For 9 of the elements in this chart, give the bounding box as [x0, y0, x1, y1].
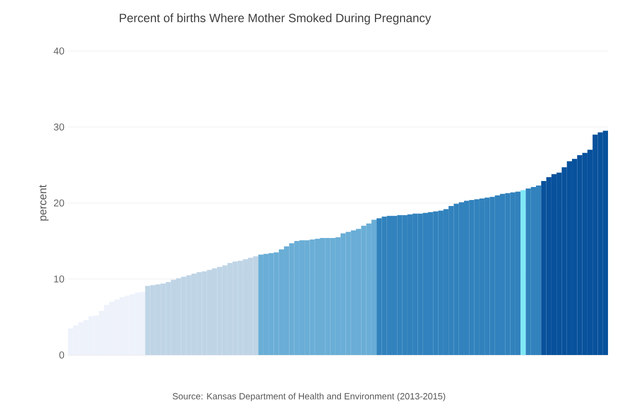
y-tick-label: 0 [59, 351, 64, 359]
y-tick-label: 30 [54, 123, 64, 131]
y-axis-title: percent [39, 184, 49, 221]
bar [520, 190, 526, 355]
y-tick-label: 20 [54, 199, 64, 207]
y-tick-label: 10 [54, 275, 64, 283]
chart-title: Percent of births Where Mother Smoked During Pregnancy [120, 13, 432, 25]
source-note: Source: Kansas Department of Health and Environment (2013-2015) [172, 392, 446, 402]
y-tick-label: 40 [54, 47, 64, 55]
